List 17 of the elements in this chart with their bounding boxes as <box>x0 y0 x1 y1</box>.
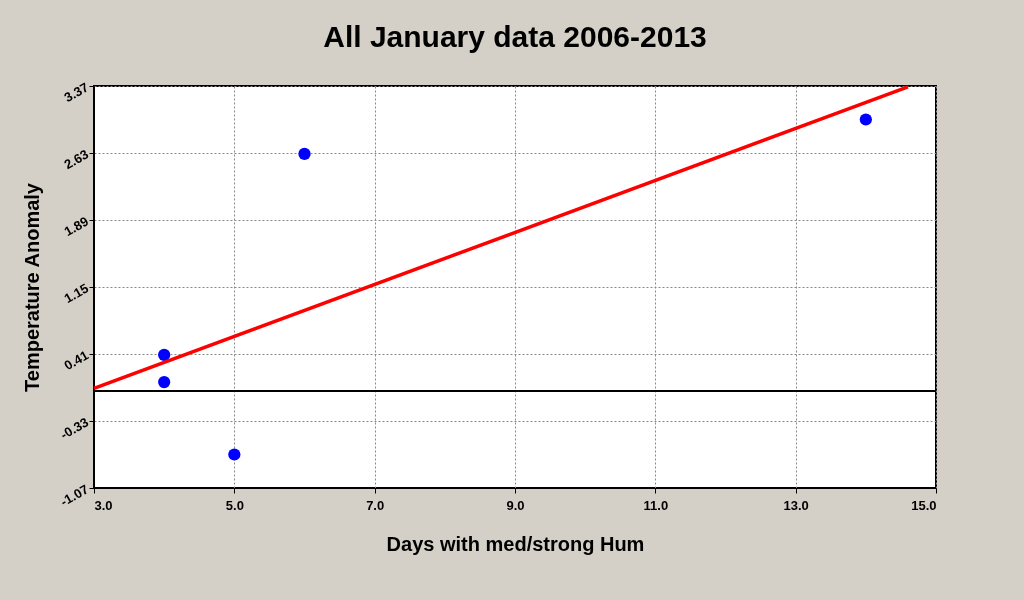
y-tick-label: 3.37 <box>61 79 91 106</box>
y-tick-label: -1.07 <box>57 481 91 510</box>
x-tick-label: 11.0 <box>643 497 669 513</box>
chart-title: All January data 2006-2013 <box>323 19 707 53</box>
x-tick-label: 3.0 <box>94 497 113 513</box>
y-tick-label: -0.33 <box>57 414 91 443</box>
x-tick-label: 7.0 <box>366 497 385 513</box>
y-axis-title: Temperature Anomaly <box>20 182 43 392</box>
x-axis-title: Days with med/strong Hum <box>386 532 645 555</box>
x-tick-label: 15.0 <box>911 497 937 513</box>
y-tick-label: 2.63 <box>61 146 91 173</box>
x-tick-label: 13.0 <box>783 497 809 513</box>
x-tick-label: 9.0 <box>506 497 525 513</box>
y-tick-label: 1.15 <box>61 280 91 307</box>
x-tick-label: 5.0 <box>225 497 244 513</box>
y-tick-label: 1.89 <box>61 213 91 240</box>
y-tick-label: 0.41 <box>61 347 91 374</box>
